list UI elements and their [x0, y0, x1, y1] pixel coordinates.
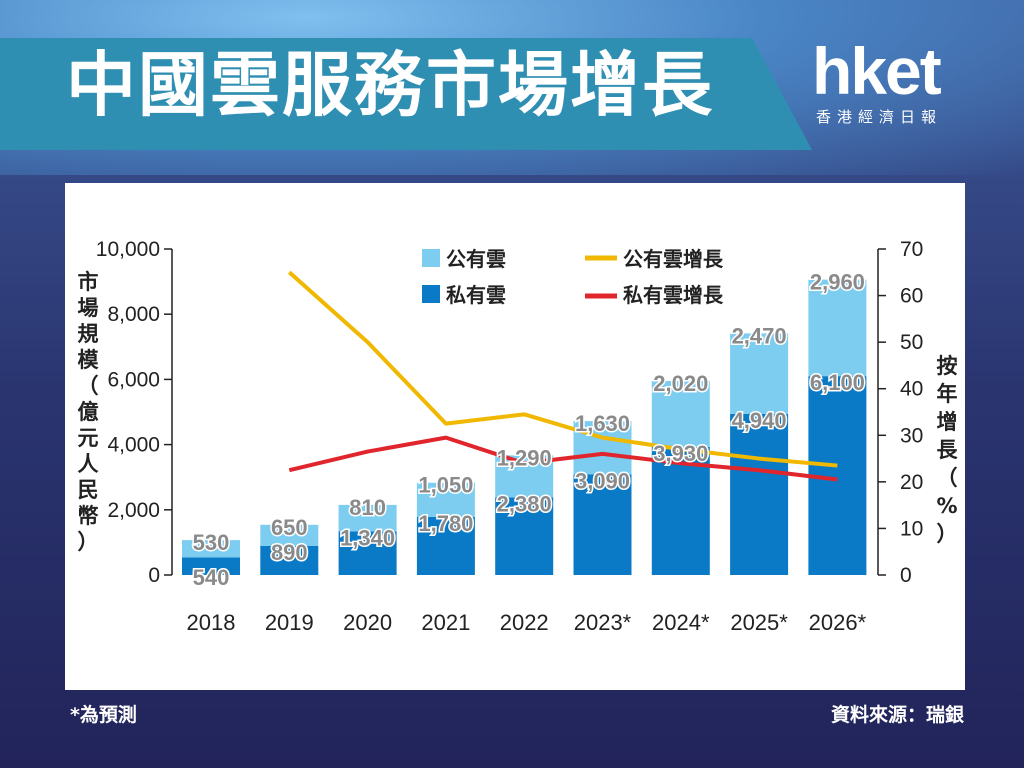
data-label-public: 810 [349, 495, 386, 520]
data-label-private: 3,930 [653, 441, 708, 466]
left-axis-title: 市場規模（億元人民幣） [78, 270, 100, 554]
right-axis-tick-label: 20 [900, 471, 923, 494]
data-label-private: 3,090 [575, 468, 630, 493]
bar-private-2020 [338, 531, 397, 575]
data-label-private: 1,780 [418, 511, 473, 536]
x-axis-tick-label: 2021 [421, 610, 470, 635]
right-axis-tick-label: 50 [900, 331, 923, 354]
x-axis-tick-label: 2022 [500, 610, 549, 635]
data-label-public: 650 [271, 515, 308, 540]
data-label-public: 2,470 [732, 323, 787, 348]
x-axis-tick-label: 2024* [652, 610, 710, 635]
bar-private-2023* [573, 474, 632, 575]
x-axis-tick-label: 2025* [730, 610, 788, 635]
bar-public-2020 [338, 504, 397, 532]
right-axis-tick-label: 60 [900, 285, 923, 308]
legend-label-private: 私有雲 [446, 283, 506, 307]
bar-private-2019 [260, 545, 319, 575]
data-label-public: 1,050 [418, 473, 473, 498]
left-axis-tick-label: 0 [148, 564, 160, 587]
left-axis-tick-label: 6,000 [107, 368, 160, 391]
bar-public-2024* [651, 381, 710, 447]
bar-public-2019 [260, 524, 319, 546]
source-note: 資料來源：瑞銀 [830, 704, 964, 726]
logo-mark: hket [812, 34, 942, 108]
legend-swatch-public [422, 249, 440, 267]
x-axis-tick-label: 2023* [574, 610, 632, 635]
bar-private-2024* [651, 446, 710, 575]
x-axis-tick-label: 2018 [187, 610, 236, 635]
bar-private-2018 [182, 557, 240, 575]
hket-logo: hket 香港經濟日報 [812, 38, 992, 138]
bar-private-2022 [495, 497, 554, 575]
right-axis-title: 按年增長（%） [936, 354, 958, 546]
data-label-public: 1,630 [575, 411, 630, 436]
logo-subtitle: 香港經濟日報 [816, 108, 943, 126]
data-label-public: 2,020 [653, 371, 708, 396]
right-axis-tick-label: 30 [900, 424, 923, 447]
legend-swatch-private [422, 285, 440, 303]
left-axis-tick-label: 2,000 [107, 499, 160, 522]
left-axis-tick-label: 4,000 [107, 434, 160, 457]
left-axis-tick-label: 8,000 [107, 303, 160, 326]
right-axis-tick-label: 0 [900, 564, 912, 587]
page-title: 中國雲服務市場增長 [66, 44, 714, 126]
right-axis-tick-label: 70 [900, 238, 923, 261]
data-label-private: 2,380 [497, 491, 552, 516]
bar-private-2025* [730, 413, 789, 575]
data-label-private: 6,100 [810, 370, 865, 395]
x-axis-tick-label: 2020 [343, 610, 392, 635]
x-axis-tick-label: 2026* [809, 610, 867, 635]
bar-public-2018 [182, 540, 240, 558]
legend-label-private-growth: 私有雲增長 [623, 283, 724, 307]
right-axis-tick-label: 40 [900, 378, 923, 401]
data-label-private: 4,940 [732, 408, 787, 433]
line-private-growth [288, 435, 838, 482]
bar-private-2021 [416, 516, 475, 575]
bar-public-2026* [808, 279, 867, 377]
data-label-public: 530 [193, 530, 230, 555]
legend-label-public-growth: 公有雲增長 [623, 247, 724, 271]
chart-panel: 0 2,000 4,000 6,000 8,000 10,000 0 10 20 30 40 50 60… [65, 183, 965, 690]
data-label-private: 890 [271, 540, 308, 565]
line-public-growth [287, 270, 838, 468]
data-label-private: 1,340 [340, 525, 395, 550]
right-axis-tick-label: 10 [900, 517, 923, 540]
title-band [0, 38, 812, 150]
forecast-footnote: *為預測 [70, 704, 137, 726]
bar-public-2021 [416, 482, 475, 517]
left-axis-tick-label: 10,000 [96, 238, 160, 261]
data-label-public: 2,960 [810, 270, 865, 295]
chart: 0 2,000 4,000 6,000 8,000 10,000 0 10 20 30 40 50 60… [78, 238, 959, 635]
data-label-public: 1,290 [497, 445, 552, 470]
x-axis-tick-label: 2019 [265, 610, 314, 635]
data-label-private: 540 [193, 565, 230, 590]
legend-label-public: 公有雲 [446, 247, 506, 271]
bar-public-2025* [730, 333, 789, 414]
